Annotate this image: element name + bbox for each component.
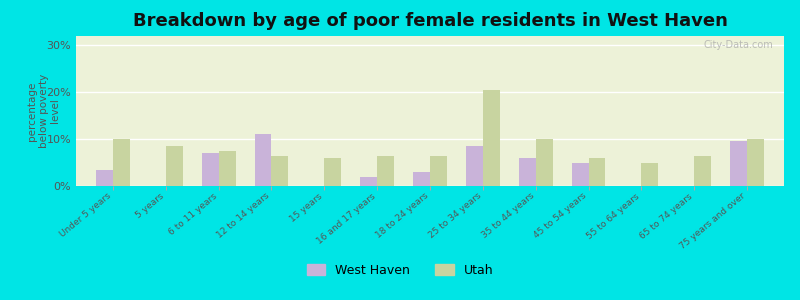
Text: 18 to 24 years: 18 to 24 years: [374, 192, 430, 241]
Title: Breakdown by age of poor female residents in West Haven: Breakdown by age of poor female resident…: [133, 12, 727, 30]
Bar: [518, 158, 536, 186]
Bar: [589, 158, 606, 186]
Text: 16 and 17 years: 16 and 17 years: [315, 192, 377, 246]
Bar: [483, 90, 500, 186]
Bar: [324, 158, 342, 186]
Bar: [571, 163, 589, 186]
Bar: [113, 139, 130, 186]
Bar: [202, 153, 218, 186]
Bar: [413, 172, 430, 186]
Text: 45 to 54 years: 45 to 54 years: [533, 192, 589, 241]
Bar: [377, 155, 394, 186]
Y-axis label: percentage
below poverty
level: percentage below poverty level: [27, 74, 60, 148]
Text: 55 to 64 years: 55 to 64 years: [586, 192, 642, 241]
Text: 5 years: 5 years: [134, 192, 166, 220]
Legend: West Haven, Utah: West Haven, Utah: [302, 259, 498, 282]
Bar: [218, 151, 235, 186]
Text: 65 to 74 years: 65 to 74 years: [638, 192, 694, 241]
Bar: [694, 155, 711, 186]
Text: 6 to 11 years: 6 to 11 years: [167, 192, 218, 237]
Text: City-Data.com: City-Data.com: [704, 40, 774, 50]
Text: 75 years and over: 75 years and over: [678, 192, 747, 251]
Text: 15 years: 15 years: [289, 192, 324, 224]
Bar: [271, 155, 289, 186]
Bar: [730, 142, 747, 186]
Text: 12 to 14 years: 12 to 14 years: [216, 192, 271, 241]
Bar: [536, 139, 553, 186]
Bar: [466, 146, 483, 186]
Bar: [254, 134, 271, 186]
Bar: [747, 139, 764, 186]
Bar: [642, 163, 658, 186]
Text: 25 to 34 years: 25 to 34 years: [427, 192, 483, 241]
Bar: [430, 155, 447, 186]
Text: Under 5 years: Under 5 years: [58, 192, 113, 239]
Bar: [166, 146, 182, 186]
Text: 35 to 44 years: 35 to 44 years: [480, 192, 536, 241]
Bar: [96, 169, 113, 186]
Bar: [360, 177, 377, 186]
